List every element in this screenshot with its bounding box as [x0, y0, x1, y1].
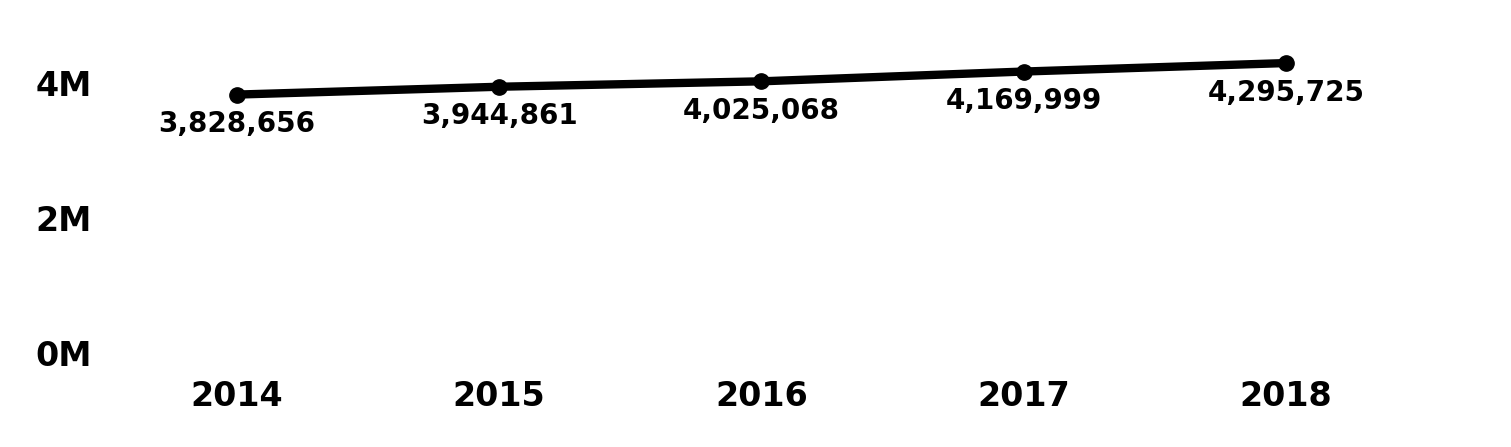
Text: 4,295,725: 4,295,725 [1207, 79, 1364, 106]
Text: 3,828,656: 3,828,656 [159, 110, 316, 138]
Text: 4,025,068: 4,025,068 [683, 97, 840, 125]
Text: 4,169,999: 4,169,999 [946, 87, 1102, 115]
Text: 3,944,861: 3,944,861 [422, 102, 577, 130]
